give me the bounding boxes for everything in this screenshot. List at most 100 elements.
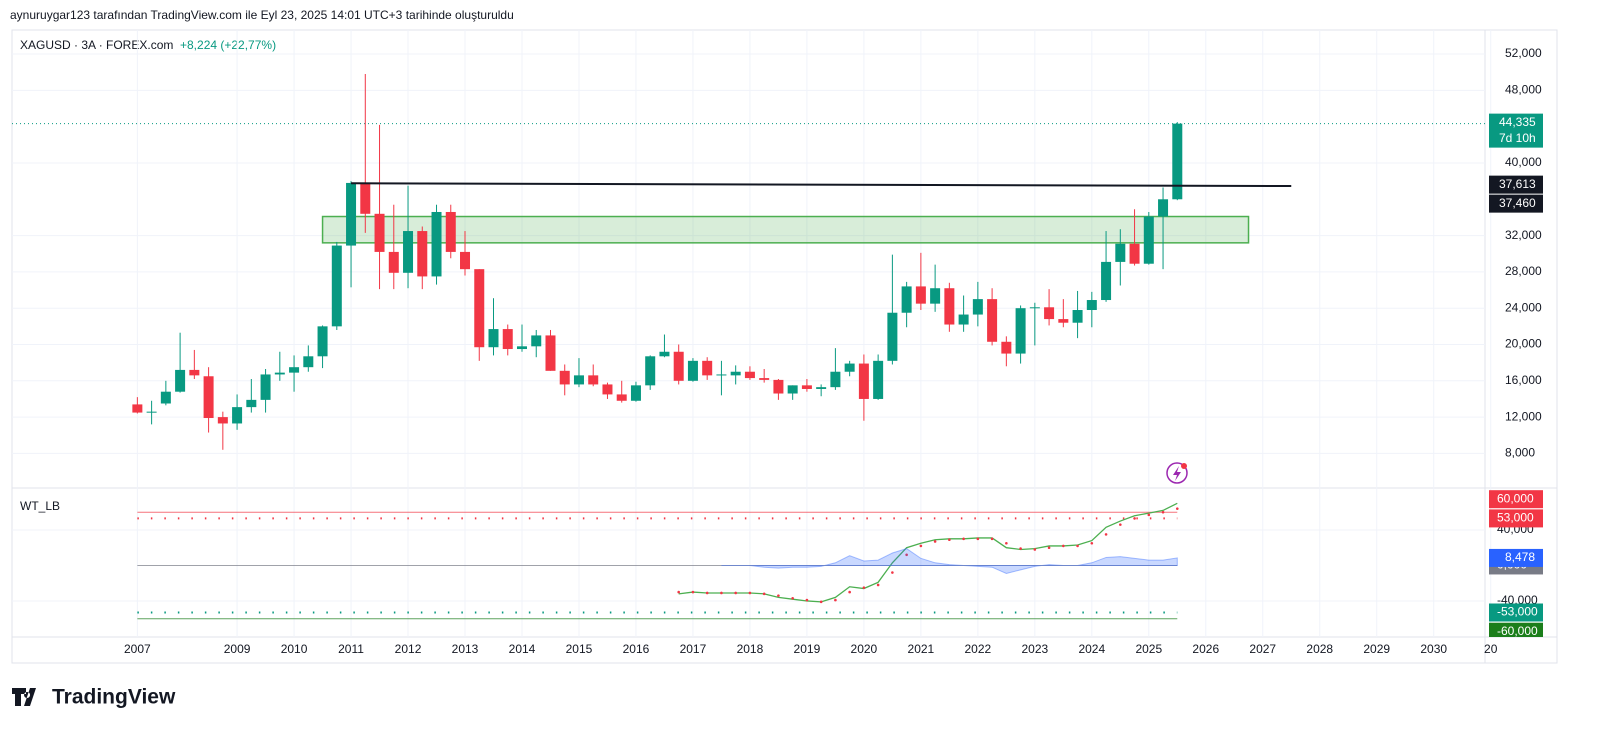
candle-body	[146, 411, 157, 413]
candle-body	[559, 370, 570, 385]
countdown: 7d 10h	[1499, 131, 1536, 145]
wt-dot	[1161, 510, 1165, 514]
value-label: 8,478	[1505, 550, 1535, 564]
candle-body	[431, 211, 442, 277]
candle-body	[132, 404, 143, 413]
wt-dot	[1005, 541, 1008, 545]
wt-dot	[1019, 547, 1022, 550]
candle-body	[602, 384, 613, 395]
indicator-title: WT_LB	[20, 499, 60, 513]
price-label-box	[1489, 194, 1543, 213]
candle-body	[545, 335, 556, 371]
x-tick-label: 2016	[623, 642, 650, 656]
candle-body	[331, 245, 342, 327]
candle-body	[887, 312, 898, 361]
price-label: 37,460	[1499, 196, 1536, 210]
candle-body	[460, 251, 471, 270]
wt-dot	[834, 598, 837, 602]
level-box	[1489, 509, 1543, 528]
wt-dot	[1104, 533, 1108, 536]
value-box	[1489, 548, 1543, 567]
candle-body	[630, 385, 641, 401]
candle-body	[773, 379, 784, 394]
candle-body	[1129, 243, 1140, 264]
x-tick-label: 2015	[566, 642, 593, 656]
candle-body	[1086, 300, 1097, 311]
candle-body	[1115, 243, 1126, 262]
wt-dot	[933, 540, 937, 543]
wt-dot	[748, 591, 752, 595]
candle-body	[1158, 199, 1169, 217]
candle-body	[930, 288, 941, 304]
candle-body	[958, 314, 969, 325]
y-tick-label: 20,000	[1505, 337, 1542, 351]
x-tick-label: 2012	[395, 642, 422, 656]
brand: TradingView	[12, 686, 176, 709]
wt-dot	[1175, 507, 1179, 510]
level-label: -60,000	[1497, 624, 1538, 638]
wt-dot	[848, 590, 851, 594]
wt-dot	[919, 544, 923, 548]
candle-body	[616, 394, 627, 401]
candle-body	[702, 360, 713, 376]
candle-body	[374, 213, 385, 252]
wt-dot	[777, 594, 780, 597]
candle-body	[303, 356, 314, 368]
x-tick-label: 2021	[908, 642, 935, 656]
x-tick-label: 2017	[680, 642, 707, 656]
y-tick-label: 32,000	[1505, 228, 1542, 242]
candle-body	[1172, 123, 1183, 200]
price-label-box	[1489, 175, 1543, 194]
candle-body	[944, 288, 955, 325]
x-tick-label: 2025	[1135, 642, 1162, 656]
header: aynuruygar123 tarafından TradingView.com…	[10, 8, 514, 22]
level-label: 60,000	[1497, 491, 1534, 505]
x-tick-label: 2030	[1420, 642, 1447, 656]
wt-dot	[691, 590, 695, 594]
wt-dot	[762, 592, 766, 596]
y-tick-label: 24,000	[1505, 300, 1542, 314]
candle-body	[987, 299, 998, 342]
candle-body	[403, 231, 414, 273]
wt-dot	[990, 537, 994, 541]
x-tick-label: 20	[1484, 642, 1498, 656]
y-tick-label: 48,000	[1505, 83, 1542, 97]
wt-dot	[819, 600, 823, 604]
trend-line	[351, 182, 1292, 188]
histogram-area	[721, 548, 1178, 574]
candle-body	[1015, 308, 1026, 354]
candle-body	[346, 182, 357, 246]
wt-dot	[1047, 546, 1051, 549]
candle-body	[972, 299, 983, 315]
y-tick-label: 16,000	[1505, 373, 1542, 387]
level-box	[1489, 490, 1543, 509]
candle-body	[873, 360, 884, 399]
candle-body	[417, 231, 428, 277]
candle-body	[232, 407, 243, 424]
candle-body	[645, 356, 656, 386]
wt-dot	[1147, 513, 1151, 517]
candle-body	[1029, 307, 1040, 309]
wt-dot	[862, 586, 866, 589]
candle-body	[730, 371, 741, 376]
last-price-label: 44,335	[1499, 115, 1536, 129]
candle-body	[488, 329, 499, 348]
x-tick-label: 2011	[338, 642, 364, 656]
x-tick-label: 2019	[794, 642, 821, 656]
candle-body	[659, 351, 670, 357]
symbol: XAGUSD · 3A · FOREX.com	[20, 38, 173, 52]
candle-body	[901, 286, 912, 313]
zone	[321, 215, 1250, 244]
candle-body	[1058, 319, 1069, 323]
wt-dot	[1090, 541, 1094, 545]
candle-body	[203, 376, 214, 419]
candle-body	[1044, 307, 1055, 320]
candle-body	[246, 399, 257, 408]
x-tick-label: 2027	[1249, 642, 1276, 656]
x-tick-label: 2023	[1021, 642, 1048, 656]
y-tick-label: 12,000	[1505, 409, 1542, 423]
x-tick-label: 2022	[965, 642, 992, 656]
candle-body	[687, 360, 698, 381]
